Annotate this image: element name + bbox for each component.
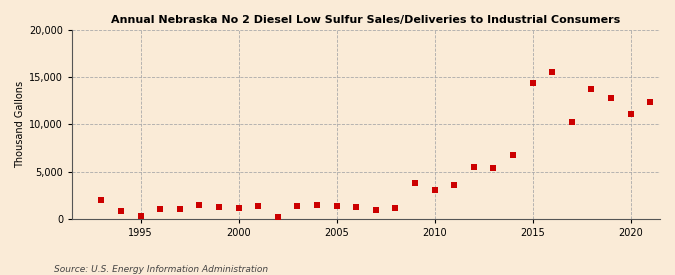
Point — [312, 203, 323, 207]
Point — [645, 100, 655, 104]
Point — [292, 204, 303, 208]
Point — [625, 112, 636, 116]
Point — [96, 198, 107, 202]
Title: Annual Nebraska No 2 Diesel Low Sulfur Sales/Deliveries to Industrial Consumers: Annual Nebraska No 2 Diesel Low Sulfur S… — [111, 15, 620, 25]
Y-axis label: Thousand Gallons: Thousand Gallons — [15, 81, 25, 168]
Point — [488, 166, 499, 170]
Point — [234, 205, 244, 210]
Text: Source: U.S. Energy Information Administration: Source: U.S. Energy Information Administ… — [54, 265, 268, 274]
Point — [410, 181, 421, 185]
Point — [115, 209, 126, 214]
Point — [331, 204, 342, 208]
Point — [214, 205, 225, 209]
Point — [468, 165, 479, 169]
Point — [527, 81, 538, 85]
Point — [194, 203, 205, 207]
Point — [547, 69, 558, 74]
Point — [566, 119, 577, 124]
Point — [429, 188, 440, 192]
Point — [586, 86, 597, 91]
Point — [449, 183, 460, 187]
Point — [253, 204, 264, 208]
Point — [174, 206, 185, 211]
Point — [351, 205, 362, 209]
Point — [605, 96, 616, 100]
Point — [273, 215, 284, 219]
Point — [135, 214, 146, 218]
Point — [371, 208, 381, 213]
Point — [508, 153, 518, 157]
Point — [155, 206, 165, 211]
Point — [390, 205, 401, 210]
